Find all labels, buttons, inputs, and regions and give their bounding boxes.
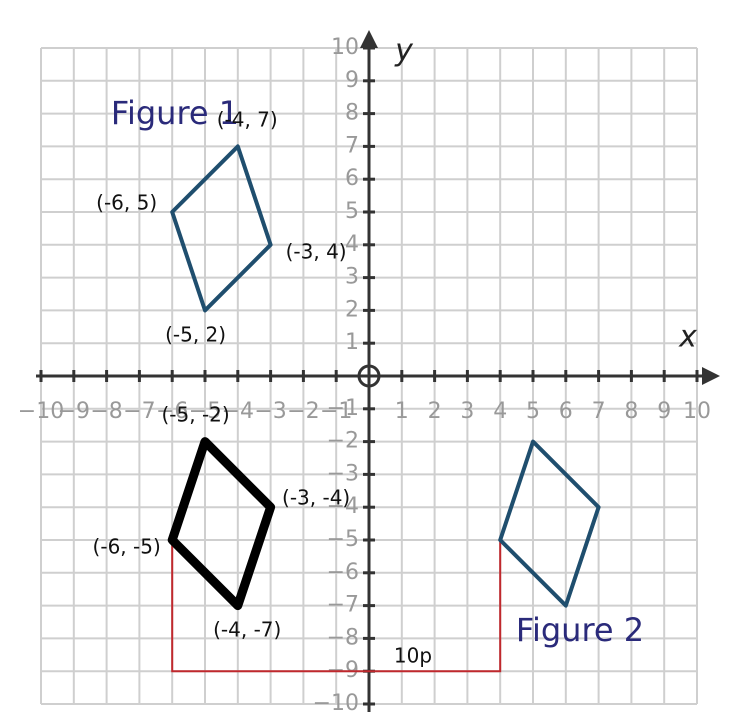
measure-label: 10p — [394, 644, 432, 668]
y-tick-label: −4 — [327, 494, 359, 519]
x-tick-label: −7 — [123, 399, 155, 424]
vertex-label: (-4, -7) — [213, 618, 281, 642]
x-tick-label: −1 — [320, 399, 352, 424]
y-tick-label: 4 — [345, 232, 359, 257]
x-tick-label: 9 — [657, 399, 671, 424]
x-tick-label: −2 — [287, 399, 319, 424]
x-tick-label: −4 — [222, 399, 254, 424]
vertex-label: (-6, 5) — [96, 190, 157, 214]
x-tick-label: 8 — [624, 399, 638, 424]
x-tick-label: −3 — [254, 399, 286, 424]
y-tick-label: −8 — [327, 625, 359, 650]
x-tick-label: 1 — [395, 399, 409, 424]
y-tick-label: −10 — [313, 691, 359, 716]
figure-name: Figure 1 — [111, 94, 239, 132]
y-arrow — [360, 30, 378, 48]
y-tick-label: 3 — [345, 265, 359, 290]
y-tick-label: −2 — [327, 429, 359, 454]
y-tick-label: 1 — [345, 330, 359, 355]
x-tick-label: −8 — [90, 399, 122, 424]
x-tick-label: 5 — [526, 399, 540, 424]
origin — [357, 364, 381, 388]
x-tick-label: −5 — [189, 399, 221, 424]
x-tick-label: −9 — [58, 399, 90, 424]
y-tick-label: 2 — [345, 297, 359, 322]
y-tick-label: 6 — [345, 166, 359, 191]
x-tick-label: −10 — [18, 399, 64, 424]
vertex-label: (-5, -2) — [161, 403, 229, 427]
x-tick-label: 4 — [493, 399, 507, 424]
y-tick-label: −3 — [327, 461, 359, 486]
vertex-label: (-3, -4) — [282, 485, 350, 509]
x-tick-label: 2 — [428, 399, 442, 424]
y-tick-label: −6 — [327, 560, 359, 585]
figure — [170, 144, 273, 313]
vertex-label: (-4, 7) — [217, 107, 278, 131]
vertex-label: (-6, -5) — [93, 535, 161, 559]
y-tick-label: −5 — [327, 527, 359, 552]
x-axis-label: x — [678, 320, 697, 355]
y-tick-label: 10 — [331, 35, 359, 60]
x-tick-label: 6 — [559, 399, 573, 424]
x-tick-label: −6 — [156, 399, 188, 424]
y-tick-label: 7 — [345, 133, 359, 158]
vertex-label: (-3, 4) — [286, 240, 347, 264]
x-tick-label: 3 — [460, 399, 474, 424]
y-tick-label: −7 — [327, 593, 359, 618]
vertex-label: (-5, 2) — [165, 322, 226, 346]
x-tick-label: 7 — [592, 399, 606, 424]
y-tick-label: 5 — [345, 199, 359, 224]
figure-name: Figure 2 — [516, 611, 644, 649]
y-axis-label: y — [394, 34, 414, 69]
y-tick-label: 8 — [345, 101, 359, 126]
x-tick-label: 10 — [683, 399, 711, 424]
figure — [498, 439, 601, 608]
x-arrow — [702, 367, 720, 385]
y-tick-label: −1 — [327, 396, 359, 421]
measure-line — [171, 540, 502, 673]
y-tick-label: 9 — [345, 68, 359, 93]
figure — [167, 437, 276, 611]
